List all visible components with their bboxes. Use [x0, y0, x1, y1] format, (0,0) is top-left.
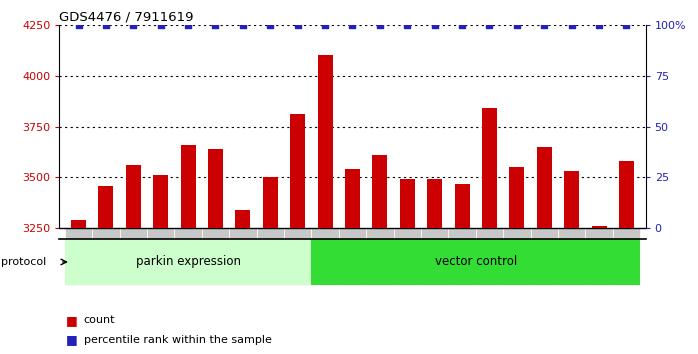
Point [182, 22, 193, 28]
Point [456, 22, 468, 28]
Text: ■: ■ [66, 314, 78, 327]
FancyBboxPatch shape [421, 228, 448, 285]
FancyBboxPatch shape [202, 228, 229, 285]
Text: parkin expression: parkin expression [135, 256, 241, 268]
FancyBboxPatch shape [65, 228, 92, 285]
FancyBboxPatch shape [257, 228, 284, 285]
FancyBboxPatch shape [476, 228, 503, 285]
Point [128, 22, 139, 28]
Bar [71, 220, 86, 228]
FancyBboxPatch shape [339, 228, 366, 285]
Point [320, 22, 331, 28]
Bar [372, 155, 387, 228]
Bar [345, 169, 360, 228]
FancyBboxPatch shape [311, 239, 640, 285]
Bar [400, 179, 415, 228]
FancyBboxPatch shape [147, 228, 174, 285]
Point [210, 22, 221, 28]
Bar [208, 149, 223, 228]
Point [374, 22, 385, 28]
Bar [482, 108, 497, 228]
Bar [262, 177, 278, 228]
Bar [235, 210, 251, 228]
Point [539, 22, 550, 28]
FancyBboxPatch shape [174, 228, 202, 285]
Bar [510, 167, 524, 228]
Point [73, 22, 84, 28]
Point [347, 22, 358, 28]
FancyBboxPatch shape [92, 228, 119, 285]
Point [101, 22, 112, 28]
Point [292, 22, 303, 28]
Bar [619, 161, 634, 228]
Text: protocol: protocol [1, 257, 47, 267]
Bar [98, 185, 114, 228]
FancyBboxPatch shape [65, 239, 311, 285]
Bar [564, 171, 579, 228]
Text: count: count [84, 315, 115, 325]
FancyBboxPatch shape [119, 228, 147, 285]
FancyBboxPatch shape [448, 228, 476, 285]
Bar [126, 165, 141, 228]
Text: vector control: vector control [435, 256, 517, 268]
FancyBboxPatch shape [586, 228, 613, 285]
Bar [537, 147, 552, 228]
Text: ■: ■ [66, 333, 78, 346]
Bar [591, 226, 607, 228]
Bar [454, 184, 470, 228]
Point [237, 22, 248, 28]
Point [512, 22, 523, 28]
FancyBboxPatch shape [558, 228, 586, 285]
Point [402, 22, 413, 28]
Point [593, 22, 604, 28]
FancyBboxPatch shape [284, 228, 311, 285]
Text: percentile rank within the sample: percentile rank within the sample [84, 335, 272, 345]
Bar [318, 55, 333, 228]
FancyBboxPatch shape [394, 228, 421, 285]
Point [566, 22, 577, 28]
FancyBboxPatch shape [311, 228, 339, 285]
Point [265, 22, 276, 28]
Point [429, 22, 440, 28]
Point [155, 22, 166, 28]
Bar [181, 145, 195, 228]
FancyBboxPatch shape [613, 228, 640, 285]
Point [484, 22, 495, 28]
FancyBboxPatch shape [229, 228, 257, 285]
FancyBboxPatch shape [530, 228, 558, 285]
Bar [153, 176, 168, 228]
FancyBboxPatch shape [366, 228, 394, 285]
Point [621, 22, 632, 28]
Bar [290, 114, 305, 228]
Text: GDS4476 / 7911619: GDS4476 / 7911619 [59, 11, 194, 24]
Bar [427, 179, 443, 228]
FancyBboxPatch shape [503, 228, 530, 285]
